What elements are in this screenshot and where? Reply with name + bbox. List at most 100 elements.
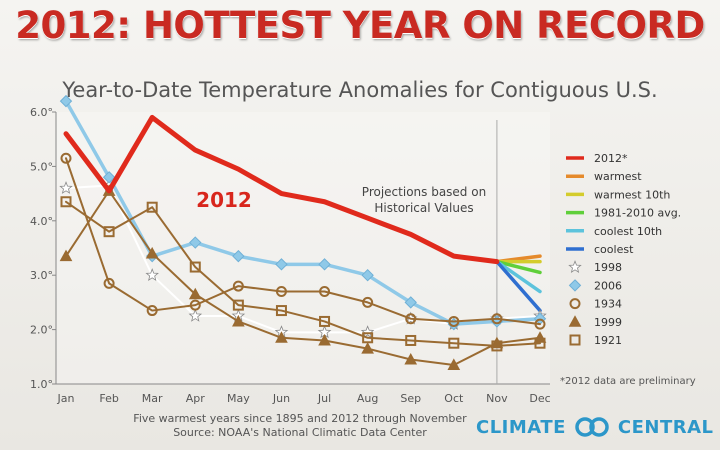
series-point-1921 bbox=[275, 305, 287, 317]
series-point-1921 bbox=[362, 332, 374, 344]
y-tick-label: 3.0° bbox=[30, 269, 53, 282]
legend-label: 1999 bbox=[594, 316, 622, 329]
series-point-2006 bbox=[318, 258, 331, 271]
series-line-2012 bbox=[63, 114, 500, 265]
series-point-1999 bbox=[145, 246, 159, 259]
series-point-1921 bbox=[146, 201, 158, 213]
series-point-1921 bbox=[448, 337, 460, 349]
series-point-1921 bbox=[491, 340, 503, 352]
x-tick-label: Jul bbox=[317, 392, 331, 405]
series-point-1999 bbox=[318, 333, 331, 346]
series-point-1921 bbox=[319, 315, 331, 327]
series-point-1934 bbox=[275, 286, 287, 298]
legend-label: 1981-2010 avg. bbox=[594, 207, 681, 220]
footer-caption: Five warmest years since 1895 and 2012 t… bbox=[133, 412, 467, 425]
series-point-1921 bbox=[60, 196, 72, 208]
x-tick-label: Oct bbox=[444, 392, 464, 405]
projection-line bbox=[495, 259, 542, 313]
legend-label: 2006 bbox=[594, 279, 622, 292]
series-point-1934 bbox=[405, 313, 417, 325]
x-tick-label: Dec bbox=[529, 392, 550, 405]
legend-label: 2012* bbox=[594, 152, 628, 165]
series-point-2006 bbox=[189, 236, 202, 249]
y-tick-label: 4.0° bbox=[30, 215, 53, 228]
x-tick-label: Sep bbox=[400, 392, 421, 405]
legend-marker bbox=[569, 298, 581, 310]
x-tick-label: Jan bbox=[57, 392, 75, 405]
series-point-1934 bbox=[189, 299, 201, 311]
series-point-1998 bbox=[145, 268, 159, 281]
series-point-1921 bbox=[534, 337, 546, 349]
series-point-1934 bbox=[103, 277, 115, 289]
y-tick-label: 1.0° bbox=[30, 378, 53, 391]
series-point-1934 bbox=[319, 286, 331, 298]
legend-label: 1921 bbox=[594, 334, 622, 347]
chart-footer: Five warmest years since 1895 and 2012 t… bbox=[120, 412, 480, 440]
series-point-1999 bbox=[447, 358, 461, 370]
projection-note-line2: Historical Values bbox=[374, 201, 473, 215]
x-tick-label: Feb bbox=[99, 392, 118, 405]
series-point-1999 bbox=[59, 249, 73, 262]
x-tick-label: Nov bbox=[486, 392, 508, 405]
legend-label: coolest 10th bbox=[594, 225, 662, 238]
x-tick-label: Apr bbox=[186, 392, 206, 405]
y-tick-label: 2.0° bbox=[30, 324, 53, 337]
series-point-1921 bbox=[232, 299, 244, 311]
preliminary-note: *2012 data are preliminary bbox=[560, 376, 696, 387]
series-point-1921 bbox=[405, 334, 417, 346]
legend-marker bbox=[568, 315, 582, 327]
legend-label: 1998 bbox=[594, 261, 622, 274]
series-line-1921 bbox=[65, 200, 541, 347]
brand-left: CLIMATE bbox=[476, 416, 566, 438]
series-point-1998 bbox=[360, 325, 375, 339]
series-point-1934 bbox=[362, 296, 374, 308]
projection-line bbox=[495, 259, 542, 275]
series-point-2006 bbox=[102, 171, 116, 184]
legend-marker bbox=[569, 334, 581, 346]
legend-label: coolest bbox=[594, 243, 634, 256]
series-point-1921 bbox=[189, 261, 201, 273]
series-point-2006 bbox=[404, 296, 417, 309]
series-point-1934 bbox=[534, 318, 546, 330]
chain-rings-logo-icon bbox=[572, 416, 612, 438]
series-point-1934 bbox=[448, 315, 460, 327]
series-point-1921 bbox=[103, 226, 115, 238]
series-point-2006 bbox=[59, 94, 73, 108]
series-point-1999 bbox=[188, 287, 202, 300]
x-tick-label: Mar bbox=[142, 392, 163, 405]
series-point-1999 bbox=[232, 314, 245, 327]
series-point-2006 bbox=[275, 258, 288, 271]
series-point-1934 bbox=[491, 313, 503, 325]
series-point-1934 bbox=[146, 305, 158, 317]
legend-marker bbox=[568, 279, 582, 292]
chart-title: 2012: HOTTEST YEAR ON RECORD bbox=[15, 4, 705, 47]
chart-subtitle: Year-to-Date Temperature Anomalies for C… bbox=[62, 78, 658, 102]
series-point-1999 bbox=[361, 342, 374, 354]
series-line-1999 bbox=[65, 189, 541, 366]
series-point-1934 bbox=[232, 280, 244, 292]
series-point-1998 bbox=[59, 181, 73, 194]
series-line-1934 bbox=[65, 157, 541, 326]
x-tick-label: Jun bbox=[272, 392, 290, 405]
x-tick-label: Aug bbox=[357, 392, 378, 405]
projection-note-line1: Projections based on bbox=[362, 185, 486, 199]
brand-right: CENTRAL bbox=[617, 416, 714, 438]
footer-source: Source: NOAA's National Climatic Data Ce… bbox=[173, 426, 427, 439]
climate-central-logo: CLIMATE CENTRAL bbox=[476, 416, 714, 438]
series-point-2006 bbox=[361, 268, 374, 282]
y-tick-label: 5.0° bbox=[30, 160, 53, 173]
series-point-2006 bbox=[232, 249, 245, 263]
legend-label: warmest 10th bbox=[594, 188, 670, 201]
series-label-2012: 2012 bbox=[196, 188, 252, 212]
series-point-1999 bbox=[275, 331, 288, 343]
legend-label: 1934 bbox=[594, 298, 622, 311]
projection-line bbox=[495, 259, 542, 294]
series-point-1934 bbox=[60, 152, 72, 164]
series-point-1999 bbox=[404, 352, 418, 365]
y-tick-label: 6.0° bbox=[30, 106, 53, 119]
legend-label: warmest bbox=[594, 170, 642, 183]
legend-marker bbox=[568, 260, 582, 273]
series-point-1998 bbox=[188, 308, 203, 322]
x-tick-label: May bbox=[227, 392, 250, 405]
